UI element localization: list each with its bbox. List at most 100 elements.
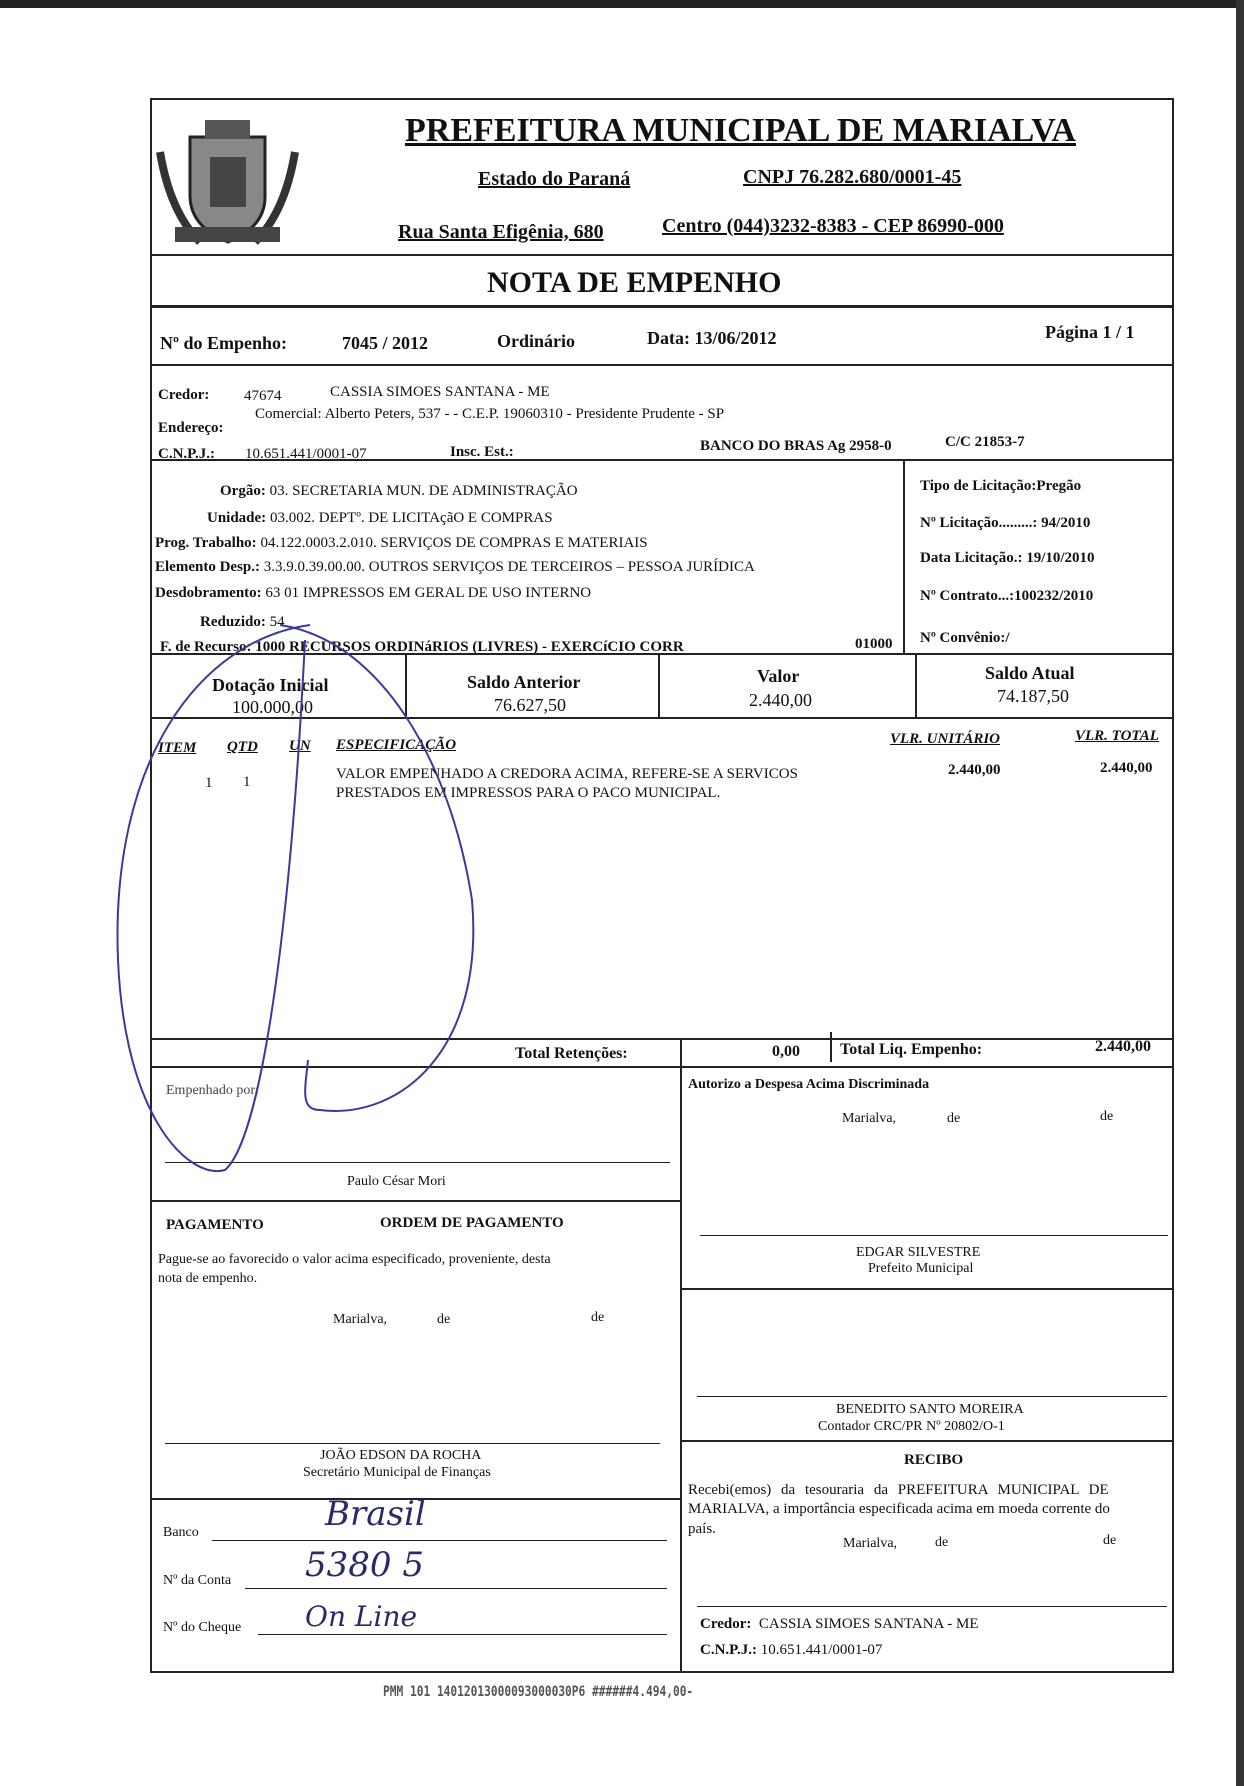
pagamento-label: PAGAMENTO: [166, 1217, 264, 1233]
recibo-text-2: MARIALVA, a importância especificada aci…: [688, 1501, 1110, 1517]
col-qtd: QTD: [227, 739, 258, 755]
conta-line: [245, 1588, 667, 1589]
contador-name: BENEDITO SANTO MOREIRA: [836, 1402, 1024, 1417]
header-contact: Centro (044)3232-8383 - CEP 86990-000: [662, 215, 1004, 237]
divider: [680, 1288, 1174, 1290]
recibo-text-3: país.: [688, 1521, 716, 1537]
item-unit-price: 2.440,00: [948, 762, 1001, 778]
empenhado-por-label: Empenhado por:: [166, 1083, 259, 1098]
divider: [658, 653, 660, 718]
empenhado-por-name: Paulo César Mori: [347, 1174, 446, 1189]
credor-account: C/C 21853-7: [945, 434, 1025, 450]
empenho-type: Ordinário: [497, 331, 576, 351]
signature-line: [697, 1606, 1167, 1607]
contrato-numero: Nº Contrato...:100232/2010: [920, 588, 1094, 604]
item-total: 2.440,00: [1100, 760, 1153, 776]
recibo-city: Marialva,: [843, 1536, 898, 1551]
empenho-label: Nº do Empenho:: [160, 333, 287, 353]
dotacao-label: Dotação Inicial: [212, 675, 329, 695]
secretario-role: Secretário Municipal de Finanças: [303, 1465, 491, 1480]
total-liquido-value: 2.440,00: [1095, 1038, 1151, 1055]
elemento-label: Elemento Desp.:: [155, 559, 260, 575]
credor-address: Comercial: Alberto Peters, 537 - - C.E.P…: [255, 406, 725, 422]
signature-line: [700, 1235, 1168, 1236]
prefeito-name: EDGAR SILVESTRE: [856, 1245, 981, 1260]
recibo-cnpj-label: C.N.P.J.:: [700, 1642, 757, 1658]
document-title: NOTA DE EMPENHO: [487, 266, 782, 299]
item-desc-1: VALOR EMPENHADO A CREDORA ACIMA, REFERE-…: [336, 766, 798, 782]
coat-of-arms-logo: [156, 120, 299, 245]
autorizo-de-2: de: [1100, 1109, 1114, 1124]
valor-value: 2.440,00: [749, 690, 812, 710]
banco-label: Banco: [163, 1525, 199, 1540]
divider: [830, 1032, 832, 1062]
saldo-atual-label: Saldo Atual: [985, 663, 1075, 683]
prefeito-role: Prefeito Municipal: [868, 1261, 974, 1276]
prog-row: Prog. Trabalho: 04.122.0003.2.010. SERVI…: [155, 535, 648, 552]
unidade-label: Unidade:: [207, 510, 267, 526]
recibo-title: RECIBO: [904, 1452, 964, 1468]
total-retencoes-label: Total Retenções:: [515, 1045, 628, 1062]
conta-label: Nº da Conta: [163, 1573, 232, 1588]
reduzido-value: 54: [269, 614, 285, 630]
header-cnpj: CNPJ 76.282.680/0001-45: [743, 166, 962, 188]
pagamento-text-2: nota de empenho.: [158, 1271, 258, 1286]
col-vlr-unitario: VLR. UNITÁRIO: [890, 731, 1001, 747]
item-desc-2: PRESTADOS EM IMPRESSOS PARA O PACO MUNIC…: [336, 785, 721, 801]
item-qtd: 1: [243, 774, 251, 790]
reduzido-label: Reduzido:: [200, 614, 266, 630]
valor-label: Valor: [757, 666, 800, 686]
recibo-text-1: Recebi(emos) da tesouraria da PREFEITURA…: [688, 1482, 1109, 1498]
autorizo-de-1: de: [947, 1111, 961, 1126]
recibo-credor: Credor: CASSIA SIMOES SANTANA - ME: [700, 1616, 979, 1633]
reduzido-row: Reduzido: 54: [155, 614, 285, 631]
recibo-credor-name: CASSIA SIMOES SANTANA - ME: [758, 1616, 979, 1632]
unidade-row: Unidade: 03.002. DEPTº. DE LICITAçãO E C…: [155, 510, 553, 527]
total-liquido-label: Total Liq. Empenho:: [840, 1041, 983, 1058]
banco-line: [212, 1540, 667, 1541]
scan-top-border: [0, 0, 1244, 8]
desdob-label: Desdobramento:: [155, 585, 262, 601]
bank-stamp: PMM 101 14012013000093000030P6 ######4.4…: [383, 1684, 694, 1700]
scan-right-border: [1236, 0, 1244, 1786]
header-state: Estado do Paraná: [478, 168, 631, 190]
convenio-numero: Nº Convênio:/: [920, 630, 1010, 646]
col-vlr-total: VLR. TOTAL: [1075, 728, 1159, 744]
cheque-handwriting: On Line: [305, 1600, 418, 1633]
divider: [150, 717, 1174, 719]
divider: [150, 653, 1174, 655]
empenho-date: Data: 13/06/2012: [647, 328, 777, 348]
credor-cnpj: 10.651.441/0001-07: [245, 446, 367, 462]
divider: [680, 1066, 682, 1672]
recibo-cnpj: C.N.P.J.: 10.651.441/0001-07: [700, 1642, 882, 1659]
desdobramento-row: Desdobramento: 63 01 IMPRESSOS EM GERAL …: [155, 585, 591, 602]
header-title: PREFEITURA MUNICIPAL DE MARIALVA: [405, 112, 1076, 149]
col-especificacao: ESPECIFICAÇÃO: [336, 737, 457, 753]
divider: [915, 653, 917, 718]
divider: [150, 364, 1174, 366]
page-number: Página 1 / 1: [1045, 322, 1135, 342]
signature-line: [165, 1443, 660, 1444]
recibo-de-2: de: [1103, 1533, 1117, 1548]
recibo-credor-label: Credor:: [700, 1616, 752, 1632]
divider: [150, 459, 1174, 461]
saldo-atual-value: 74.187,50: [997, 686, 1069, 706]
total-retencoes-value: 0,00: [772, 1043, 800, 1060]
autorizo-label: Autorizo a Despesa Acima Discriminada: [688, 1077, 930, 1092]
orgao-row: Orgão: 03. SECRETARIA MUN. DE ADMINISTRA…: [155, 483, 578, 500]
elemento-value: 3.3.9.0.39.00.00. OUTROS SERVIÇOS DE TER…: [263, 559, 755, 575]
divider: [903, 459, 905, 655]
conta-handwriting: 5380 5: [305, 1545, 424, 1585]
divider: [680, 1038, 682, 1068]
divider: [150, 1066, 1174, 1068]
elemento-row: Elemento Desp.: 3.3.9.0.39.00.00. OUTROS…: [155, 559, 755, 576]
empenho-number: 7045 / 2012: [342, 333, 429, 353]
licitacao-numero: Nº Licitação.........: 94/2010: [920, 515, 1091, 531]
col-un: UN: [289, 738, 311, 754]
divider: [680, 1440, 1174, 1442]
credor-name: CASSIA SIMOES SANTANA - ME: [330, 384, 550, 400]
prog-value: 04.122.0003.2.010. SERVIÇOS DE COMPRAS E…: [260, 535, 648, 551]
insc-label: Insc. Est.:: [450, 444, 514, 460]
divider: [150, 1200, 680, 1202]
autorizo-city: Marialva,: [842, 1111, 897, 1126]
